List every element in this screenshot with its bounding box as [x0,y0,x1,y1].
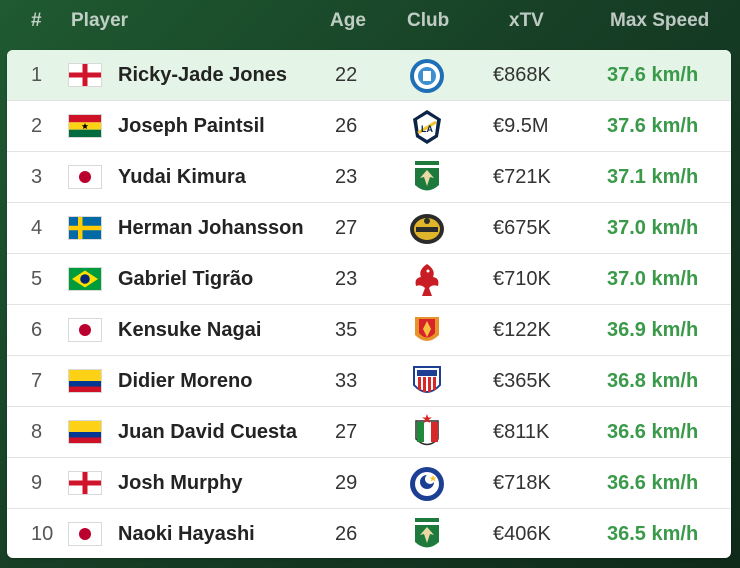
xtv-cell: €721K [493,166,551,188]
rank-cell: 1 [31,64,43,86]
age-cell: 23 [335,268,358,290]
xtv-cell: €122K [493,319,551,341]
player-name-link[interactable]: Didier Moreno [118,370,253,392]
age-cell: 27 [335,217,358,239]
table-row[interactable]: 3 Yudai Kimura 23 €721K 37.1 km/h [7,152,731,203]
rank-cell: 8 [31,421,43,443]
nagoya-grampus-crest[interactable] [407,311,447,351]
tokyo-verdy-crest[interactable] [407,158,447,198]
players-table: 1 Ricky-Jade Jones 22 €868K 37.6 km/h 2 Joseph… [7,50,731,558]
rank-cell: 6 [31,319,43,341]
age-cell: 27 [335,421,358,443]
xtv-cell: €365K [493,370,551,392]
xtv-cell: €718K [493,472,551,494]
age-cell: 26 [335,523,358,545]
xtv-cell: €710K [493,268,551,290]
tokyo-verdy-crest[interactable] [407,515,447,555]
rank-cell: 10 [31,523,54,545]
japan-flag [69,166,101,188]
sweden-flag [69,217,101,239]
xtv-column-header[interactable]: xTV [509,10,544,31]
xtv-cell: €675K [493,217,551,239]
max-speed-column-header[interactable]: Max Speed [610,10,710,31]
player-column-header[interactable]: Player [71,10,129,31]
rank-cell: 2 [31,115,43,137]
table-row[interactable]: 5 Gabriel Tigrão 23 €710K 37.0 km/h [7,254,731,305]
once-caldas-crest[interactable] [407,413,447,453]
table-row[interactable]: 6 Kensuke Nagai 35 €122K 36.9 km/h [7,305,731,356]
club-column-header[interactable]: Club [407,10,450,31]
table-row[interactable]: 4 Herman Johansson 27 €675K 37.0 km/h [7,203,731,254]
max-speed-cell: 37.1 km/h [607,166,699,188]
mjallby-crest[interactable] [407,209,447,249]
table-header: # Player Age Club xTV Max Speed [0,0,740,44]
player-name-link[interactable]: Ricky-Jade Jones [118,64,287,86]
rank-column-header[interactable]: # [31,10,42,31]
max-speed-cell: 36.5 km/h [607,523,699,545]
age-cell: 35 [335,319,358,341]
england-flag [69,64,101,86]
max-speed-cell: 36.8 km/h [607,370,699,392]
player-name-link[interactable]: Yudai Kimura [118,166,246,188]
peterborough-crest[interactable] [407,56,447,96]
player-name-link[interactable]: Juan David Cuesta [118,421,297,443]
player-name-link[interactable]: Josh Murphy [118,472,243,494]
age-column-header[interactable]: Age [330,10,366,31]
max-speed-cell: 36.6 km/h [607,472,699,494]
xtv-cell: €868K [493,64,551,86]
age-cell: 29 [335,472,358,494]
rank-cell: 3 [31,166,43,188]
xtv-cell: €406K [493,523,551,545]
table-row[interactable]: 2 Joseph Paintsil 26 LA €9.5M 37.6 km/h [7,101,731,152]
rank-cell: 5 [31,268,43,290]
england-flag [69,472,101,494]
brazil-flag [69,268,101,290]
max-speed-cell: 37.6 km/h [607,64,699,86]
age-cell: 26 [335,115,358,137]
portsmouth-crest[interactable] [407,464,447,504]
xtv-cell: €9.5M [493,115,549,137]
xtv-cell: €811K [493,421,550,443]
table-row[interactable]: 10 Naoki Hayashi 26 €406K 36.5 km/h [7,509,731,558]
max-speed-cell: 37.0 km/h [607,268,699,290]
colombia-flag [69,370,101,392]
red-eagle-crest[interactable] [407,260,447,300]
ghana-flag [69,115,101,137]
la-galaxy-crest[interactable]: LA [407,107,447,147]
max-speed-cell: 37.6 km/h [607,115,699,137]
table-row[interactable]: 9 Josh Murphy 29 €718K 36.6 km/h [7,458,731,509]
rank-cell: 9 [31,472,43,494]
player-name-link[interactable]: Joseph Paintsil [118,115,265,137]
table-row[interactable]: 8 Juan David Cuesta 27 €811K 36.6 km/h [7,407,731,458]
age-cell: 23 [335,166,358,188]
junior-crest[interactable] [407,362,447,402]
svg-text:LA: LA [421,124,433,134]
player-name-link[interactable]: Herman Johansson [118,217,304,239]
rank-cell: 4 [31,217,43,239]
player-name-link[interactable]: Kensuke Nagai [118,319,262,341]
max-speed-cell: 36.9 km/h [607,319,699,341]
player-name-link[interactable]: Naoki Hayashi [118,523,255,545]
player-name-link[interactable]: Gabriel Tigrão [118,268,254,290]
japan-flag [69,523,101,545]
rank-cell: 7 [31,370,43,392]
colombia-flag [69,421,101,443]
table-row[interactable]: 1 Ricky-Jade Jones 22 €868K 37.6 km/h [7,50,731,101]
max-speed-cell: 37.0 km/h [607,217,699,239]
japan-flag [69,319,101,341]
table-row[interactable]: 7 Didier Moreno 33 €365K 36.8 km/h [7,356,731,407]
age-cell: 33 [335,370,358,392]
max-speed-cell: 36.6 km/h [607,421,699,443]
age-cell: 22 [335,64,358,86]
